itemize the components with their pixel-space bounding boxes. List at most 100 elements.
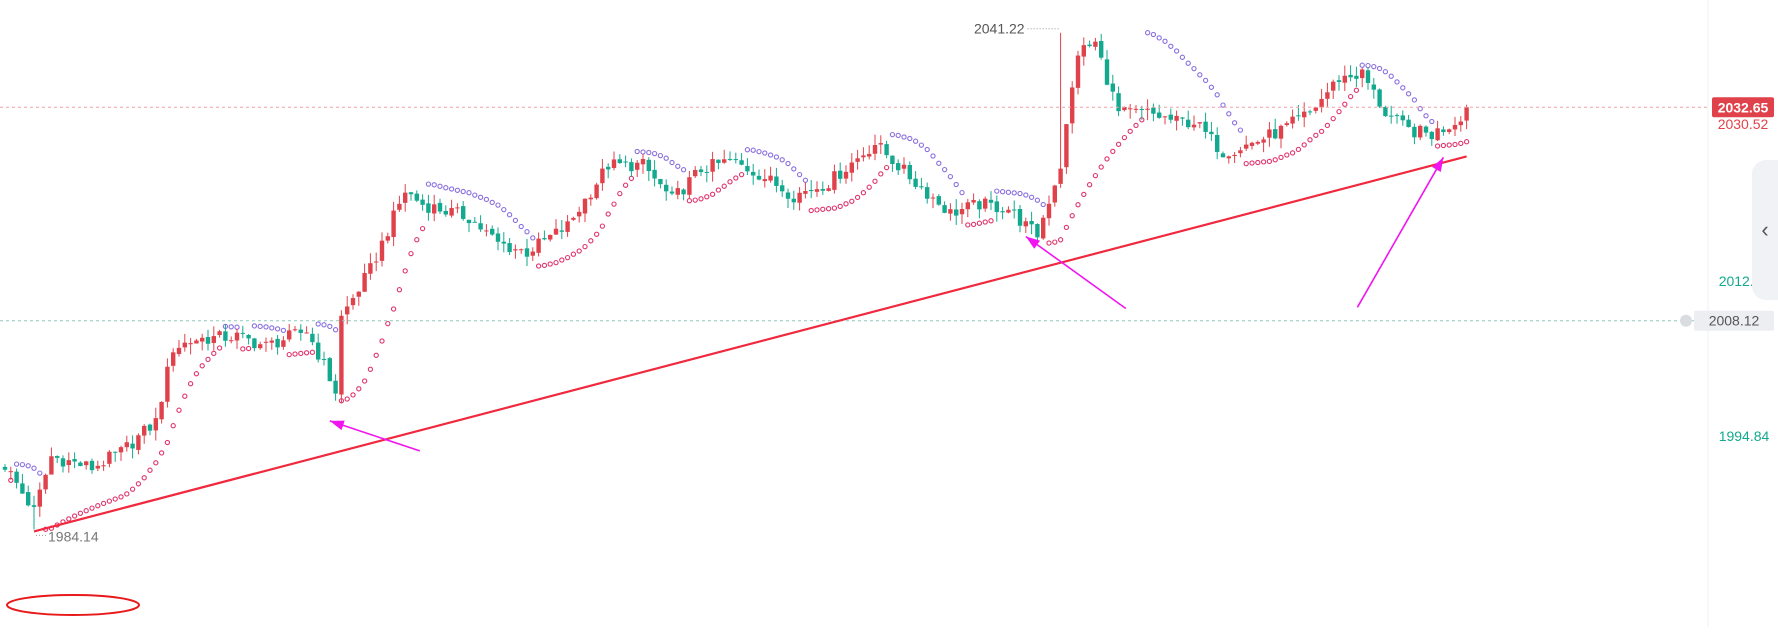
candle-up	[1331, 79, 1336, 99]
sar-dot	[941, 166, 948, 173]
sar-dot	[228, 324, 234, 330]
candle-up	[1046, 195, 1052, 226]
sar-dot	[350, 392, 356, 398]
candle-down	[60, 455, 66, 473]
sar-dot	[1243, 160, 1249, 167]
candle-up	[1435, 120, 1440, 142]
candle-down	[1000, 207, 1005, 220]
candle-down	[1441, 126, 1446, 136]
candle-body	[229, 340, 234, 342]
candle-body	[710, 159, 715, 172]
candle-body	[89, 460, 95, 471]
sar-dot	[1260, 159, 1267, 165]
sar-dot	[118, 494, 124, 500]
sar-dot	[1144, 30, 1151, 36]
candle-down	[1365, 67, 1371, 90]
sar-dot	[611, 201, 617, 207]
candle-down	[524, 238, 530, 267]
candle-up	[1447, 128, 1452, 135]
candle-body	[861, 155, 866, 158]
candle-up	[194, 338, 199, 344]
candle-up	[1325, 82, 1330, 107]
sar-dot	[379, 338, 385, 344]
sar-dot	[234, 324, 240, 330]
candle-down	[739, 153, 744, 166]
sar-dot	[930, 153, 936, 159]
sar-dot	[216, 345, 223, 351]
candle-body	[269, 340, 274, 343]
candle-up	[142, 424, 147, 444]
candle-body	[1360, 69, 1365, 79]
sar-dot	[727, 179, 733, 185]
candle-down	[1186, 110, 1191, 130]
sar-dot	[808, 207, 814, 214]
sar-dot	[1023, 192, 1029, 198]
candle-up	[1232, 152, 1237, 164]
candle-down	[130, 435, 135, 459]
candle-body	[1435, 128, 1440, 141]
sar-dot	[965, 222, 971, 228]
sar-dot	[129, 486, 136, 492]
candle-up	[124, 435, 129, 452]
sar-dot	[1231, 120, 1238, 126]
candle-body	[2, 466, 8, 470]
candle-body	[368, 263, 373, 274]
candle-body	[1325, 92, 1330, 99]
candle-down	[113, 451, 118, 462]
sar-series	[8, 30, 1470, 532]
candle-body	[374, 261, 379, 263]
sar-dot	[756, 148, 762, 155]
candle-body	[20, 483, 25, 494]
candle-down	[461, 201, 466, 221]
candle-down	[310, 327, 315, 346]
candle-body	[797, 192, 802, 203]
candle-body	[1215, 134, 1220, 152]
high-price-label: 2041.22	[974, 21, 1025, 37]
candle-body	[722, 159, 727, 163]
candle-body	[188, 343, 193, 345]
candle-body	[936, 196, 941, 205]
candle-body	[658, 179, 663, 185]
sar-dot	[164, 439, 171, 446]
candle-up	[1418, 124, 1423, 141]
candle-body	[1371, 84, 1376, 90]
candle-body	[472, 221, 477, 223]
sar-dot	[843, 201, 849, 207]
candle-body	[930, 197, 936, 199]
candle-body	[490, 228, 495, 235]
sar-dot	[66, 516, 72, 522]
candle-down	[658, 178, 663, 189]
collapse-panel-button[interactable]: ‹	[1752, 160, 1778, 300]
candle-down	[994, 195, 999, 222]
sar-dot	[640, 149, 646, 155]
arrows	[329, 156, 1445, 452]
candle-up	[843, 165, 849, 184]
candle-body	[553, 228, 559, 235]
sar-dot	[947, 173, 954, 180]
sar-dot	[1289, 150, 1296, 156]
candle-down	[1400, 110, 1405, 126]
sar-dot	[361, 378, 368, 384]
candle-up	[640, 153, 646, 174]
candle-body	[1122, 106, 1127, 111]
candle-up	[571, 216, 576, 221]
candle-down	[1104, 50, 1110, 86]
sar-dot	[1249, 160, 1255, 166]
candle-body	[559, 230, 564, 232]
candle-up	[1261, 136, 1266, 153]
candle-up	[217, 329, 222, 338]
candle-body	[919, 186, 924, 188]
candle-body	[565, 221, 570, 232]
candle-up	[1238, 146, 1243, 158]
sar-dot	[988, 218, 994, 224]
candle-up	[391, 201, 396, 247]
sar-dot	[651, 150, 658, 157]
candle-body	[1331, 81, 1336, 91]
sar-dot	[187, 381, 194, 387]
candle-up	[762, 169, 767, 188]
candle-down	[147, 423, 153, 436]
candle-body	[1162, 116, 1168, 118]
candle-up	[287, 324, 292, 342]
sar-dot	[1284, 152, 1290, 158]
